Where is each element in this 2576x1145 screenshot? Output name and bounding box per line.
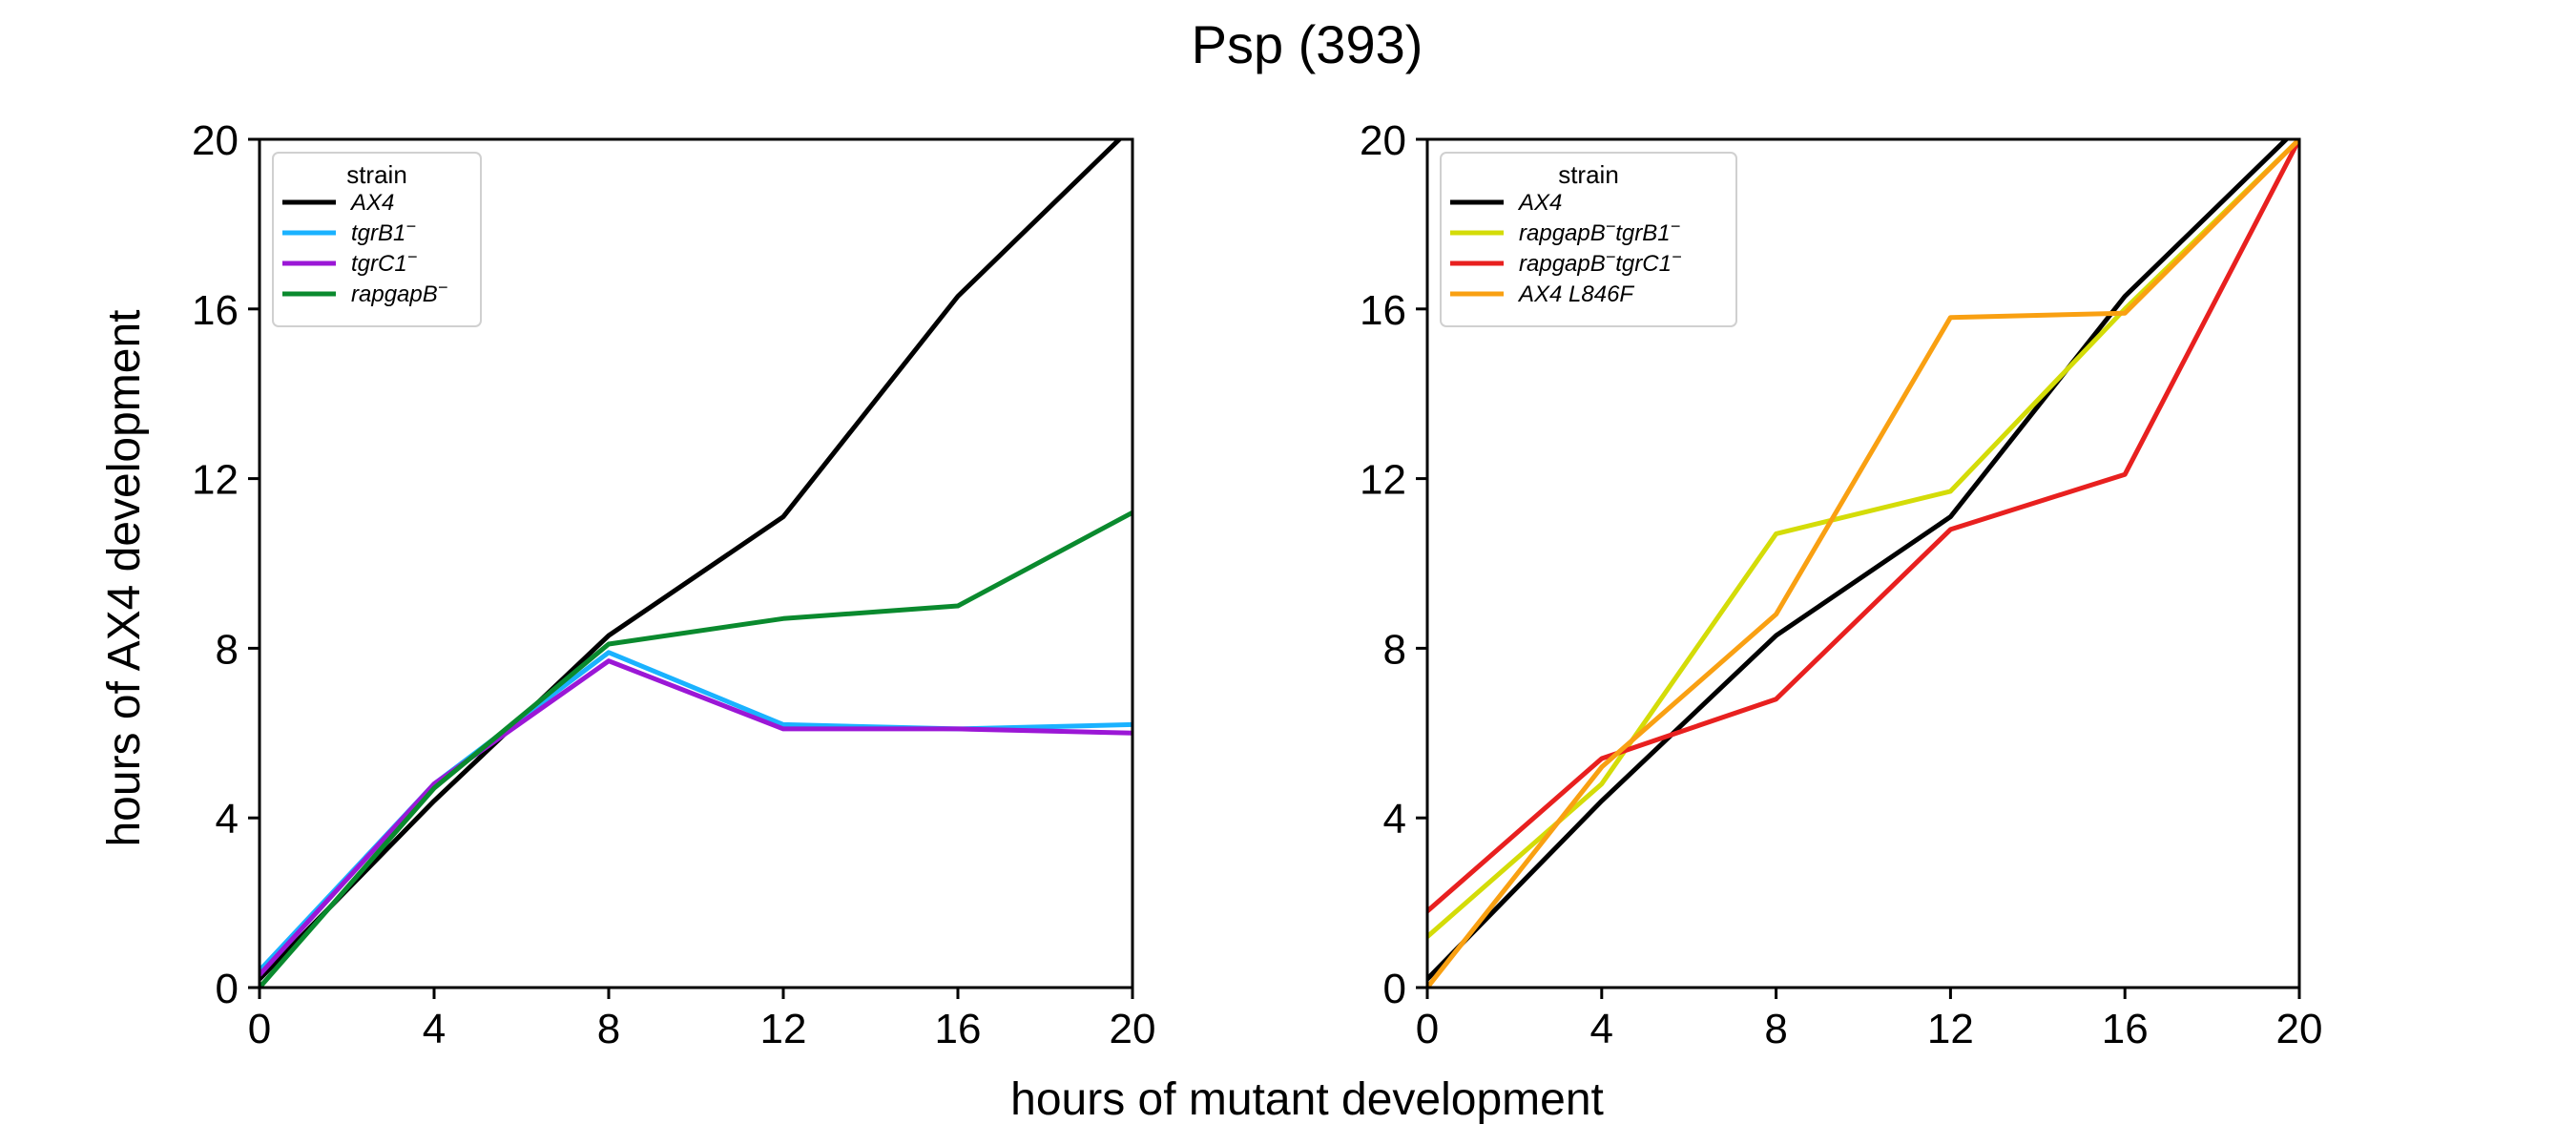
- legend-item-1: AX4: [282, 190, 394, 216]
- legend-title: strain: [346, 160, 407, 189]
- legend-label: tgrB1−: [351, 217, 416, 246]
- chart-panels: 0 4 8 12 16 20048121620strainAX4tgrB1−tgrC1−r…: [192, 117, 2322, 1052]
- x-tick-label: 20: [1110, 1006, 1156, 1052]
- legend-item-1: AX4: [1450, 190, 1562, 216]
- y-tick-label: 0: [1383, 966, 1406, 1012]
- series-line-1: [260, 139, 1123, 981]
- x-tick-label: 12: [1927, 1006, 1974, 1052]
- legend-item-2: tgrB1−: [282, 217, 416, 246]
- series-lines: [260, 139, 1132, 988]
- legend-label: AX4: [1517, 190, 1562, 216]
- x-tick-label: 8: [1764, 1006, 1787, 1052]
- series-lines: [1427, 139, 2299, 988]
- series-line-4: [1427, 139, 2299, 988]
- legend-item-2: rapgapB−tgrB1−: [1450, 217, 1680, 246]
- y-tick-label: 4: [1383, 796, 1406, 843]
- chart-panel-2: 0 4 8 12 16 20 0 4 8 12 16 20 strainAX4rapgapB−tgrB1…: [1360, 117, 2322, 1052]
- y-tick-label: 12: [192, 457, 239, 504]
- y-tick-label: 20: [1360, 117, 1406, 164]
- y-tick-label: 16: [192, 287, 239, 334]
- series-line-3: [1427, 139, 2299, 913]
- series-line-4: [260, 510, 1132, 988]
- legend-item-4: rapgapB−: [282, 278, 447, 307]
- legend-label: rapgapB−: [351, 278, 447, 307]
- y-tick-label: 16: [1360, 287, 1406, 334]
- y-tick-label: 4: [216, 796, 239, 843]
- legend-title: strain: [1558, 160, 1619, 189]
- x-tick-label: 16: [2102, 1006, 2149, 1052]
- x-tick-label: 4: [423, 1006, 446, 1052]
- y-tick-label: 8: [216, 626, 239, 673]
- legend-label: rapgapB−tgrB1−: [1519, 217, 1680, 246]
- legend-box: [272, 152, 482, 327]
- legend-item-4: AX4 L846F: [1450, 281, 1634, 307]
- series-line-2: [260, 650, 1132, 972]
- x-tick-label: 20: [2276, 1006, 2323, 1052]
- plot-frame: [258, 137, 1134, 989]
- legend-item-3: tgrC1−: [282, 247, 417, 277]
- x-tick-label: 8: [597, 1006, 620, 1052]
- legend-label: AX4: [349, 190, 394, 216]
- y-tick-label: 12: [1360, 457, 1406, 504]
- plot-frame: [1425, 137, 2301, 989]
- y-tick-label: 0: [216, 966, 239, 1012]
- series-line-1: [1427, 139, 2290, 981]
- x-tick-label: 4: [1590, 1006, 1613, 1052]
- y-tick-label: 8: [1383, 626, 1406, 673]
- legend-box: [1440, 152, 1737, 327]
- x-tick-label: 0: [1416, 1006, 1439, 1052]
- legend-label: tgrC1−: [351, 247, 417, 277]
- x-tick-label: 12: [760, 1006, 807, 1052]
- legend-item-3: rapgapB−tgrC1−: [1450, 247, 1681, 277]
- y-tick-label: 20: [192, 117, 239, 164]
- chart-panel-1: 0 4 8 12 16 20 0 4 8 12 16 20 strainAX4tgrB1−tgrC1−r…: [192, 117, 1155, 1052]
- x-tick-label: 16: [935, 1006, 982, 1052]
- series-line-2: [1427, 139, 2299, 939]
- x-tick-label: 0: [248, 1006, 271, 1052]
- y-axis-label: hours of AX4 development: [99, 309, 150, 846]
- figure-title: Psp (393): [1192, 14, 1423, 74]
- legend-label: AX4 L846F: [1517, 281, 1634, 307]
- legend-label: rapgapB−tgrC1−: [1519, 247, 1681, 277]
- series-line-3: [260, 658, 1132, 977]
- x-axis-label: hours of mutant development: [1010, 1074, 1604, 1125]
